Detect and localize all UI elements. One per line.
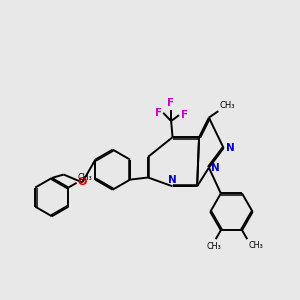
Text: CH₃: CH₃ [249,242,263,250]
Text: CH₃: CH₃ [207,242,221,251]
Text: N: N [168,175,177,184]
Text: O: O [78,177,87,188]
Text: N: N [211,163,220,173]
Text: F: F [181,110,188,120]
Text: CH₃: CH₃ [220,101,235,110]
Text: F: F [154,107,162,118]
Text: CH₃: CH₃ [78,173,92,182]
Text: F: F [167,98,174,108]
Text: N: N [226,143,235,153]
